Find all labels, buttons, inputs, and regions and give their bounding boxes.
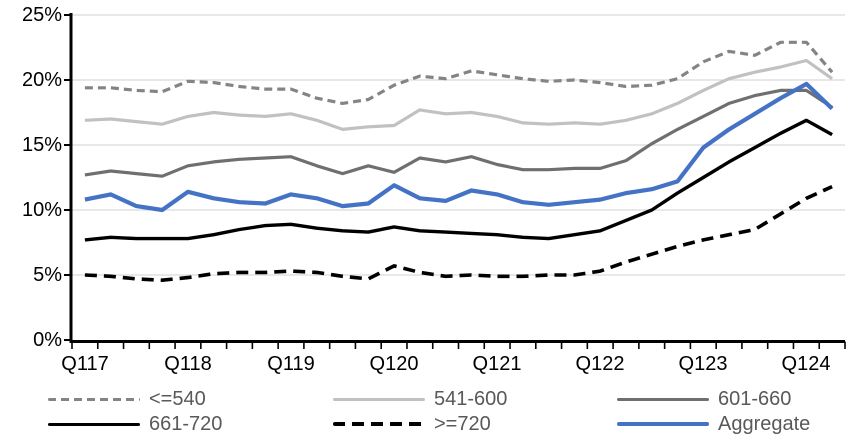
legend-item: 601-660 xyxy=(617,387,791,411)
legend-label: Aggregate xyxy=(718,413,811,435)
y-tick-label: 15% xyxy=(21,134,62,156)
series-line->=720 xyxy=(84,184,833,283)
series-line-<=540 xyxy=(84,40,834,106)
y-tick-label: 20% xyxy=(21,69,62,91)
legend-item: <=540 xyxy=(48,387,206,411)
legend-item: 541-600 xyxy=(333,387,507,411)
legend-item: 661-720 xyxy=(48,412,222,436)
legend-label: >=720 xyxy=(434,413,491,435)
legend-swatch-blue-line xyxy=(617,422,709,426)
legend-label: <=540 xyxy=(149,388,206,410)
x-tick-label: Q118 xyxy=(164,353,212,375)
y-tick-label: 10% xyxy=(21,199,62,221)
legend-label: 541-600 xyxy=(434,388,508,410)
x-tick-label: Q121 xyxy=(472,353,522,375)
y-tick-label: 25% xyxy=(21,4,62,26)
series-line-661-720 xyxy=(84,118,833,242)
legend-label: 661-720 xyxy=(149,413,223,435)
x-tick-label: Q123 xyxy=(678,353,728,375)
series-line-601-660 xyxy=(84,88,833,178)
series-line-541-600 xyxy=(84,58,834,131)
x-tick-label: Q124 xyxy=(781,353,831,375)
y-tick-label: 5% xyxy=(33,264,62,286)
x-tick-label: Q119 xyxy=(267,353,315,375)
series-line-Aggregate xyxy=(84,81,834,213)
legend-swatch-lightgray-line xyxy=(333,397,425,401)
x-tick-label: Q117 xyxy=(61,353,109,375)
legend-swatch-dashed-gray-line xyxy=(48,397,140,401)
y-tick-label: 0% xyxy=(33,329,62,351)
legend-label: 601-660 xyxy=(718,388,792,410)
x-tick-label: Q120 xyxy=(369,353,419,375)
legend-item: Aggregate xyxy=(617,412,810,436)
x-tick-label: Q122 xyxy=(575,353,625,375)
legend-swatch-darkgray-line xyxy=(617,397,709,401)
legend-item: >=720 xyxy=(333,412,491,436)
legend-swatch-black-line xyxy=(48,422,140,426)
legend-swatch-dashed-black-line xyxy=(333,422,425,426)
